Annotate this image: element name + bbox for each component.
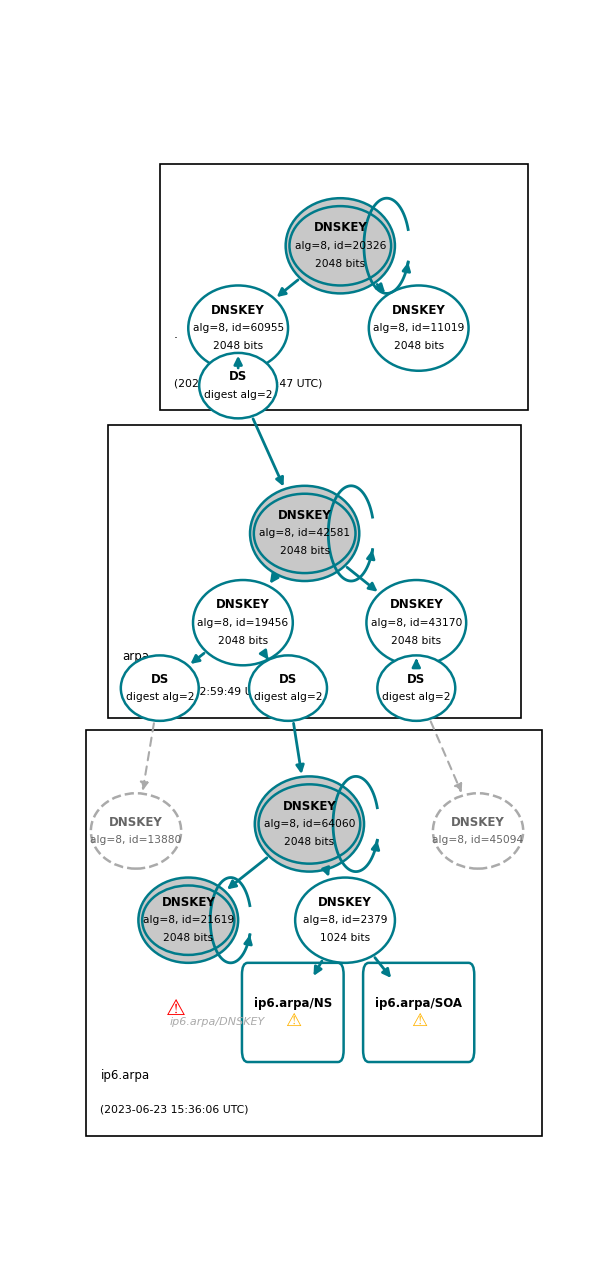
- Text: ip6.arpa/SOA: ip6.arpa/SOA: [375, 997, 462, 1010]
- Text: alg=8, id=11019: alg=8, id=11019: [373, 323, 465, 334]
- Ellipse shape: [121, 656, 199, 721]
- Text: alg=8, id=45094: alg=8, id=45094: [432, 835, 524, 845]
- Text: alg=8, id=13880: alg=8, id=13880: [90, 835, 181, 845]
- Ellipse shape: [433, 793, 524, 868]
- Bar: [107, 425, 521, 717]
- Text: digest alg=2: digest alg=2: [204, 389, 272, 399]
- Text: 2048 bits: 2048 bits: [394, 341, 444, 350]
- Text: DS: DS: [151, 672, 169, 685]
- Ellipse shape: [378, 656, 455, 721]
- Ellipse shape: [367, 580, 466, 666]
- Ellipse shape: [91, 793, 181, 868]
- Text: 1024 bits: 1024 bits: [320, 933, 370, 943]
- Text: DS: DS: [407, 672, 425, 685]
- Text: DNSKEY: DNSKEY: [211, 304, 265, 317]
- Ellipse shape: [250, 486, 359, 581]
- Text: 2048 bits: 2048 bits: [391, 635, 441, 645]
- Text: 2048 bits: 2048 bits: [213, 341, 263, 350]
- Text: DNSKEY: DNSKEY: [392, 304, 446, 317]
- Ellipse shape: [369, 286, 468, 371]
- Text: (2023-06-23 12:59:49 UTC): (2023-06-23 12:59:49 UTC): [122, 687, 270, 696]
- Text: DNSKEY: DNSKEY: [161, 896, 215, 909]
- Text: ip6.arpa/NS: ip6.arpa/NS: [254, 997, 332, 1010]
- Text: DNSKEY: DNSKEY: [313, 222, 367, 234]
- Text: 2048 bits: 2048 bits: [218, 635, 268, 645]
- Text: 2048 bits: 2048 bits: [163, 933, 213, 943]
- Text: alg=8, id=2379: alg=8, id=2379: [303, 916, 387, 925]
- Ellipse shape: [139, 877, 238, 963]
- Text: alg=8, id=19456: alg=8, id=19456: [197, 618, 289, 627]
- Text: alg=8, id=60955: alg=8, id=60955: [192, 323, 284, 334]
- Ellipse shape: [295, 877, 395, 963]
- Ellipse shape: [199, 353, 277, 419]
- Text: 2048 bits: 2048 bits: [284, 837, 335, 846]
- Ellipse shape: [255, 777, 364, 872]
- Text: DS: DS: [279, 672, 297, 685]
- Text: ⚠: ⚠: [166, 999, 186, 1020]
- Text: digest alg=2: digest alg=2: [254, 692, 322, 702]
- Text: digest alg=2: digest alg=2: [382, 692, 451, 702]
- Text: digest alg=2: digest alg=2: [126, 692, 194, 702]
- Text: DNSKEY: DNSKEY: [389, 599, 443, 612]
- Text: ip6.arpa: ip6.arpa: [101, 1069, 150, 1082]
- Text: DNSKEY: DNSKEY: [216, 599, 270, 612]
- Text: (2023-06-23 12:35:47 UTC): (2023-06-23 12:35:47 UTC): [174, 379, 322, 389]
- Text: 2048 bits: 2048 bits: [280, 546, 330, 556]
- Bar: [86, 730, 542, 1136]
- FancyBboxPatch shape: [242, 963, 344, 1063]
- FancyBboxPatch shape: [363, 963, 474, 1063]
- Text: alg=8, id=42581: alg=8, id=42581: [259, 528, 350, 538]
- Text: ip6.arpa/DNSKEY: ip6.arpa/DNSKEY: [169, 1018, 264, 1028]
- Text: alg=8, id=43170: alg=8, id=43170: [371, 618, 462, 627]
- Text: alg=8, id=64060: alg=8, id=64060: [264, 819, 355, 829]
- Text: (2023-06-23 15:36:06 UTC): (2023-06-23 15:36:06 UTC): [101, 1105, 249, 1114]
- Text: DNSKEY: DNSKEY: [451, 815, 505, 828]
- Text: .: .: [174, 328, 178, 341]
- Text: alg=8, id=21619: alg=8, id=21619: [143, 916, 234, 925]
- Text: DNSKEY: DNSKEY: [109, 815, 163, 828]
- Text: DNSKEY: DNSKEY: [278, 509, 332, 522]
- Text: ⚠: ⚠: [284, 1012, 301, 1030]
- Text: alg=8, id=20326: alg=8, id=20326: [295, 241, 386, 251]
- Bar: [160, 165, 528, 411]
- Text: DS: DS: [229, 370, 247, 384]
- Ellipse shape: [188, 286, 288, 371]
- Ellipse shape: [286, 198, 395, 294]
- Text: DNSKEY: DNSKEY: [318, 896, 372, 909]
- Ellipse shape: [193, 580, 293, 666]
- Text: arpa: arpa: [122, 650, 149, 663]
- Text: 2048 bits: 2048 bits: [315, 259, 365, 269]
- Text: ⚠: ⚠: [411, 1012, 427, 1030]
- Text: DNSKEY: DNSKEY: [283, 800, 337, 813]
- Ellipse shape: [249, 656, 327, 721]
